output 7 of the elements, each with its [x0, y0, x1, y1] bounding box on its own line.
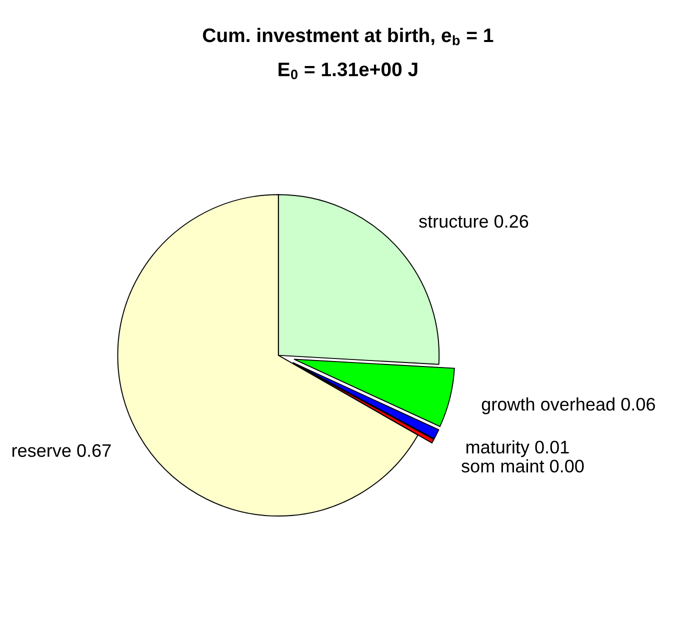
slice-label: som maint 0.00	[462, 459, 584, 473]
chart-title: Cum. investment at birth, e$_{b}$ = 1	[202, 28, 494, 46]
slice-label: structure 0.26	[419, 214, 528, 228]
slice-label: growth overhead 0.06	[482, 397, 655, 414]
chart-subtitle: E$_{0}$ = 1.31e+00 J	[278, 62, 418, 80]
slice-label: maturity 0.01	[466, 440, 569, 458]
slice-label: reserve 0.67	[12, 444, 111, 457]
